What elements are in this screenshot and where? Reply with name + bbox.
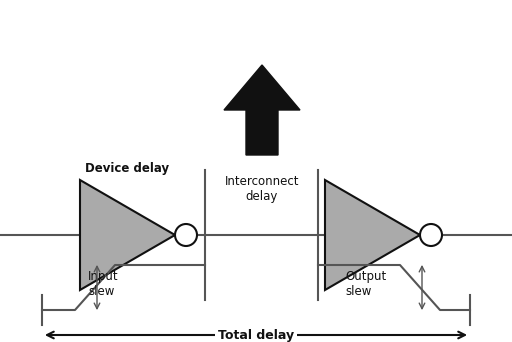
Circle shape xyxy=(175,224,197,246)
Polygon shape xyxy=(325,180,420,290)
Polygon shape xyxy=(224,65,300,155)
Text: Output
slew: Output slew xyxy=(345,270,386,298)
Polygon shape xyxy=(80,180,175,290)
Text: Device delay: Device delay xyxy=(85,162,169,175)
Text: Input
slew: Input slew xyxy=(88,270,119,298)
Circle shape xyxy=(420,224,442,246)
Text: Interconnect
delay: Interconnect delay xyxy=(225,175,299,203)
Text: Total delay: Total delay xyxy=(218,329,294,342)
